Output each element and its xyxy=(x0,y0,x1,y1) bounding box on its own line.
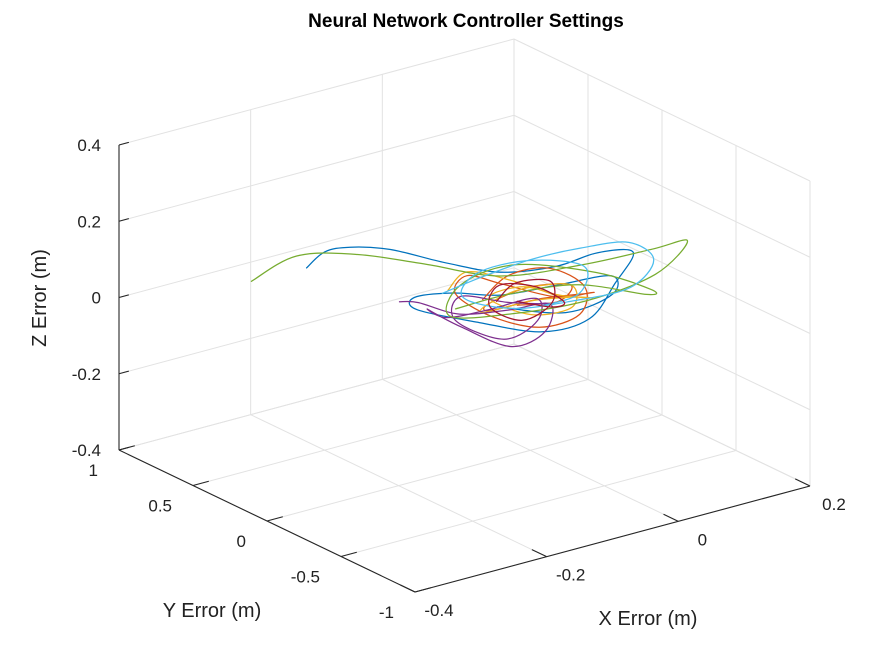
grid-line xyxy=(118,191,515,298)
z-tick-mark xyxy=(118,141,130,146)
y-tick-label: 1 xyxy=(89,461,98,480)
series-line-1 xyxy=(305,246,635,333)
x-axis-line xyxy=(414,485,811,593)
y-tick-mark xyxy=(414,587,431,593)
z-tick-label: 0.4 xyxy=(77,136,101,155)
z-tick-label: -0.4 xyxy=(72,441,101,460)
z-tick-label: -0.2 xyxy=(72,365,101,384)
series-line-5 xyxy=(250,239,689,319)
grid-layer xyxy=(118,38,811,593)
y-axis-label: Y Error (m) xyxy=(163,600,262,622)
z-tick-mark xyxy=(118,370,130,375)
x-tick-mark xyxy=(399,584,416,593)
grid-line xyxy=(118,114,515,222)
grid-line xyxy=(118,38,515,146)
grid-line xyxy=(192,379,589,486)
x-tick-mark xyxy=(663,513,679,522)
y-tick-label: -1 xyxy=(379,603,394,622)
grid-line xyxy=(513,343,811,487)
grid-line xyxy=(513,114,811,258)
grid-line xyxy=(118,343,515,451)
grid-line xyxy=(340,450,737,557)
y-tick-label: 0.5 xyxy=(148,497,172,516)
y-tick-label: -0.5 xyxy=(291,568,320,587)
z-tick-mark xyxy=(118,218,130,222)
y-tick-mark xyxy=(340,551,357,558)
x-axis-label: X Error (m) xyxy=(599,608,698,630)
data-layer xyxy=(250,239,689,348)
series-line-4 xyxy=(398,295,554,348)
y-tick-label: 0 xyxy=(237,532,246,551)
x-tick-label: 0.2 xyxy=(822,495,846,514)
series-line-7 xyxy=(488,278,566,321)
grid-line xyxy=(513,38,811,182)
z-tick-mark xyxy=(118,446,130,451)
z-tick-label: 0.2 xyxy=(77,212,101,231)
z-tick-mark xyxy=(118,294,130,299)
x-tick-mark xyxy=(794,478,811,487)
ticks-layer: -0.4-0.200.2-1-0.500.51-0.4-0.200.20.4 xyxy=(72,136,846,622)
y-tick-mark xyxy=(266,516,283,522)
grid-line xyxy=(266,414,663,522)
chart-title: Neural Network Controller Settings xyxy=(308,11,624,32)
grid-line xyxy=(118,267,515,375)
x-tick-label: 0 xyxy=(698,530,707,549)
x-tick-label: -0.2 xyxy=(556,566,585,585)
z-tick-label: 0 xyxy=(92,289,101,308)
series-line-3 xyxy=(447,270,594,316)
x-tick-label: -0.4 xyxy=(424,601,453,620)
x-tick-mark xyxy=(531,549,547,558)
grid-line xyxy=(513,191,811,334)
z-axis-label: Z Error (m) xyxy=(29,249,51,347)
grid-line xyxy=(513,267,811,411)
y-tick-mark xyxy=(192,480,209,487)
series-line-6 xyxy=(441,241,655,310)
